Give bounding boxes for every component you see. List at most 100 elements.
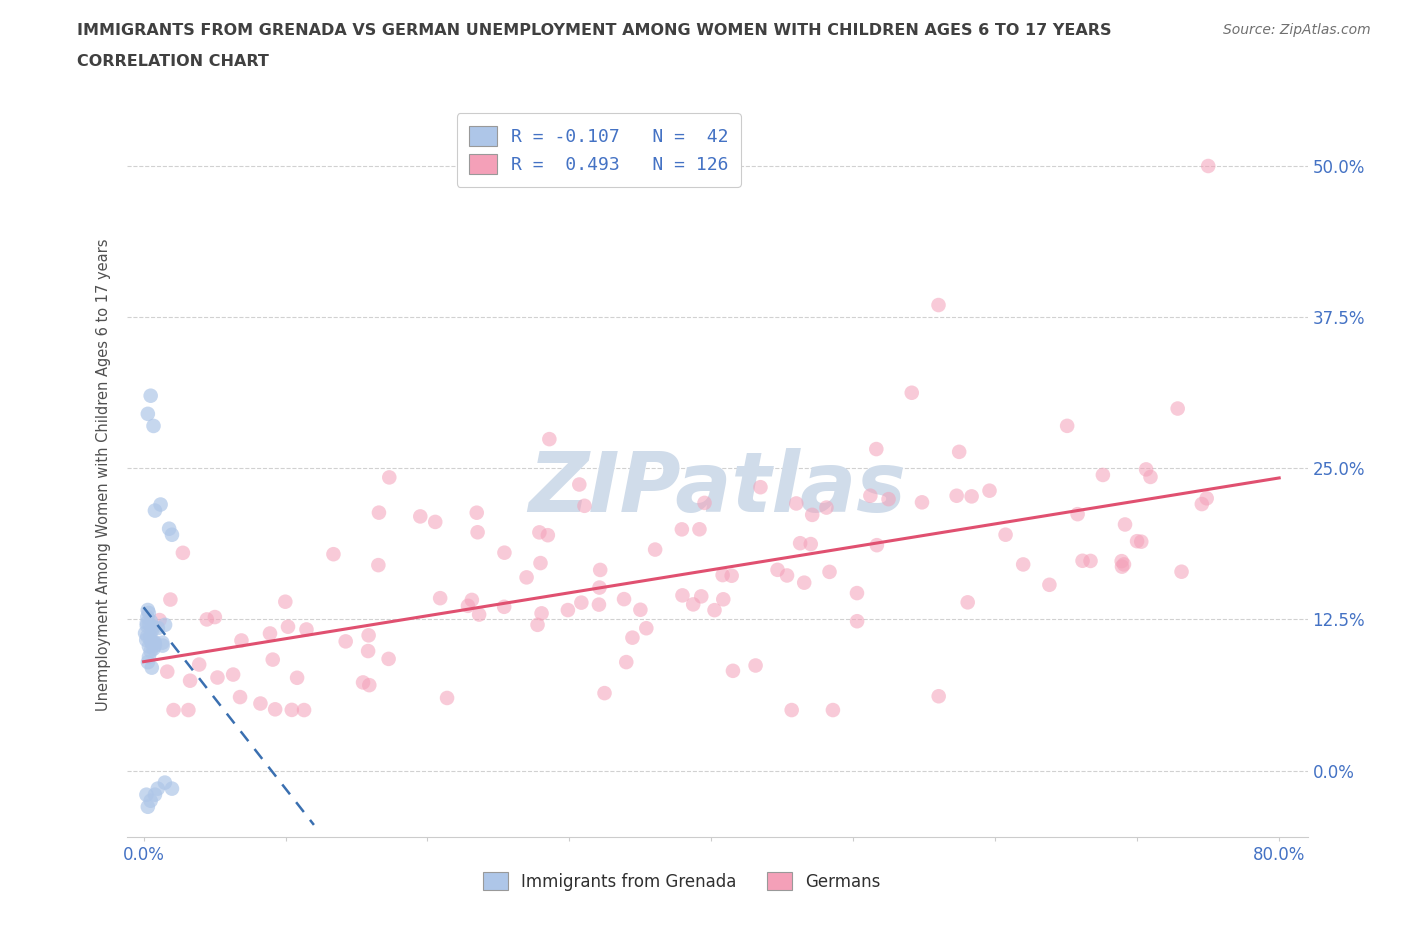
Point xyxy=(457,598,479,613)
Point xyxy=(295,622,318,637)
Point xyxy=(994,527,1017,542)
Point xyxy=(945,488,967,503)
Point xyxy=(1139,470,1161,485)
Point xyxy=(136,800,159,815)
Point xyxy=(960,489,983,504)
Point xyxy=(143,787,166,802)
Point xyxy=(136,406,159,421)
Point xyxy=(1080,553,1102,568)
Point xyxy=(911,495,934,510)
Point xyxy=(1170,565,1192,579)
Point xyxy=(136,603,159,618)
Point xyxy=(139,633,162,648)
Point xyxy=(1111,559,1133,574)
Point xyxy=(139,629,162,644)
Point xyxy=(1056,418,1078,433)
Point xyxy=(628,603,651,618)
Point xyxy=(146,620,169,635)
Point xyxy=(138,617,160,631)
Point xyxy=(1066,507,1088,522)
Point xyxy=(159,592,181,607)
Point xyxy=(134,626,156,641)
Point xyxy=(568,477,591,492)
Point xyxy=(467,525,489,539)
Point xyxy=(139,614,162,629)
Point xyxy=(143,635,166,650)
Point xyxy=(141,634,163,649)
Point xyxy=(409,509,432,524)
Text: CORRELATION CHART: CORRELATION CHART xyxy=(77,54,269,69)
Point xyxy=(574,498,596,513)
Point xyxy=(335,634,357,649)
Point xyxy=(1111,553,1133,568)
Point xyxy=(793,576,815,591)
Point xyxy=(264,702,287,717)
Point xyxy=(141,660,163,675)
Point xyxy=(494,599,516,614)
Point xyxy=(948,445,970,459)
Legend: Immigrants from Grenada, Germans: Immigrants from Grenada, Germans xyxy=(477,866,887,897)
Point xyxy=(153,776,176,790)
Point xyxy=(142,622,165,637)
Point xyxy=(139,644,162,658)
Point xyxy=(589,563,612,578)
Point xyxy=(357,644,380,658)
Point xyxy=(956,595,979,610)
Point xyxy=(1012,557,1035,572)
Point xyxy=(136,655,159,670)
Point xyxy=(529,525,551,539)
Point xyxy=(281,702,304,717)
Point xyxy=(859,488,882,503)
Point xyxy=(377,651,399,666)
Point xyxy=(1114,517,1136,532)
Point xyxy=(352,675,374,690)
Point xyxy=(156,664,179,679)
Point xyxy=(720,568,742,583)
Point xyxy=(846,586,869,601)
Point xyxy=(135,618,157,633)
Point xyxy=(801,508,824,523)
Point xyxy=(229,690,252,705)
Point xyxy=(249,696,271,711)
Point xyxy=(143,503,166,518)
Point xyxy=(146,781,169,796)
Point xyxy=(721,663,744,678)
Point xyxy=(277,619,299,634)
Point xyxy=(177,703,200,718)
Point xyxy=(172,545,194,560)
Point xyxy=(703,603,725,618)
Point xyxy=(148,613,170,628)
Point xyxy=(979,484,1001,498)
Point xyxy=(139,793,162,808)
Point xyxy=(322,547,344,562)
Point xyxy=(613,591,636,606)
Point xyxy=(153,618,176,632)
Point xyxy=(204,610,226,625)
Point xyxy=(135,616,157,631)
Point xyxy=(1112,557,1135,572)
Point xyxy=(1195,491,1218,506)
Point xyxy=(530,606,553,621)
Point xyxy=(262,652,284,667)
Point xyxy=(800,537,823,551)
Point xyxy=(150,635,173,650)
Point xyxy=(644,542,666,557)
Point xyxy=(621,631,644,645)
Point xyxy=(776,568,799,583)
Point xyxy=(815,500,838,515)
Point xyxy=(593,685,616,700)
Point xyxy=(744,658,766,673)
Point xyxy=(614,655,637,670)
Point xyxy=(367,558,389,573)
Y-axis label: Unemployment Among Women with Children Ages 6 to 17 years: Unemployment Among Women with Children A… xyxy=(96,238,111,711)
Point xyxy=(671,588,693,603)
Point xyxy=(865,442,887,457)
Point xyxy=(785,496,807,511)
Point xyxy=(149,498,172,512)
Point xyxy=(143,638,166,653)
Point xyxy=(231,633,253,648)
Point xyxy=(142,642,165,657)
Point xyxy=(693,496,716,511)
Point xyxy=(162,703,184,718)
Point xyxy=(1071,553,1094,568)
